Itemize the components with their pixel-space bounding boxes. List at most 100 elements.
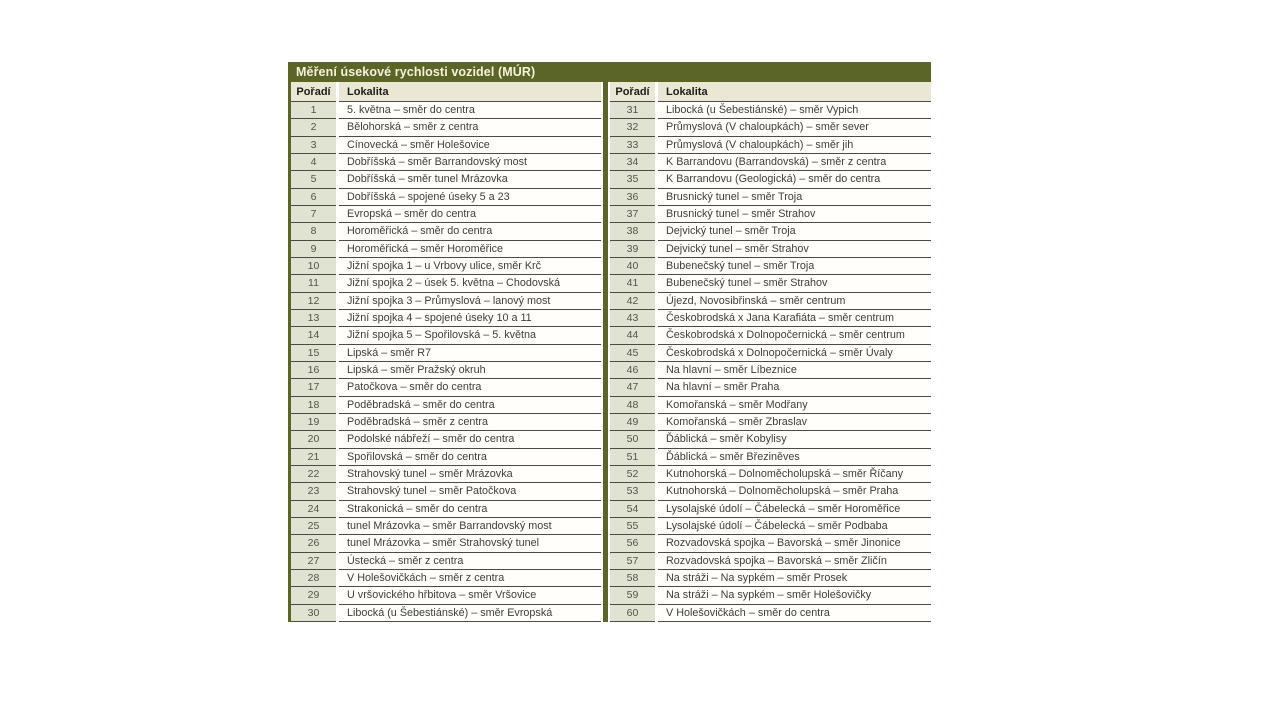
table-row: 12 Jižní spojka 3 – Průmyslová – lanový m… <box>291 292 601 310</box>
locality-cell: Jižní spojka 1 – u Vrbovy ulice, směr Kr… <box>339 257 601 276</box>
table-row: 35 K Barrandovu (Geologická) – směr do ce… <box>610 171 931 189</box>
table-row: 46 Na hlavní – směr Líbeznice <box>610 361 931 380</box>
table-row: 59 Na stráži – Na sypkém – směr Holešovič… <box>610 587 931 605</box>
locality-cell: Strakonická – směr do centra <box>339 500 601 518</box>
locality-cell: Patočkova – směr do centra <box>339 379 601 397</box>
order-cell: 57 <box>610 552 655 570</box>
locality-cell: K Barrandovu (Barrandovská) – směr z cen… <box>658 153 931 172</box>
order-cell: 56 <box>610 535 655 553</box>
column-header-locality: Lokalita <box>339 82 601 102</box>
column-header-order: Pořadí <box>291 82 336 102</box>
order-cell: 38 <box>610 223 655 241</box>
order-cell: 48 <box>610 396 655 414</box>
order-cell: 47 <box>610 379 655 397</box>
table-row: 2 Bělohorská – směr z centra <box>291 119 601 137</box>
order-cell: 40 <box>610 257 655 276</box>
table-row: 22 Strahovský tunel – směr Mrázovka <box>291 465 601 484</box>
order-cell: 23 <box>291 483 336 501</box>
table-row: 29 U vršovického hřbitova – směr Vršovice <box>291 587 601 605</box>
order-cell: 6 <box>291 188 336 206</box>
locality-cell: Strahovský tunel – směr Mrázovka <box>339 465 601 484</box>
table-row: 55 Lysolajské údolí – Čábelecká – směr Po… <box>610 517 931 536</box>
order-cell: 16 <box>291 361 336 380</box>
locality-cell: 5. května – směr do centra <box>339 102 601 120</box>
order-cell: 7 <box>291 205 336 224</box>
header-row: Pořadí Lokalita <box>291 82 601 102</box>
locality-cell: Jižní spojka 4 – spojené úseky 10 a 11 <box>339 309 601 328</box>
order-cell: 43 <box>610 309 655 328</box>
speed-measurement-table: Měření úsekové rychlosti vozidel (MÚR) P… <box>288 62 931 622</box>
order-cell: 37 <box>610 205 655 224</box>
table-row: 60 V Holešovičkách – směr do centra <box>610 604 931 622</box>
table-row: 14 Jižní spojka 5 – Spořilovská – 5. květ… <box>291 327 601 345</box>
table-row: 50 Ďáblická – směr Kobylisy <box>610 431 931 449</box>
locality-cell: Na stráži – Na sypkém – směr Prosek <box>658 569 931 588</box>
table-row: 43 Českobrodská x Jana Karafiáta – směr c… <box>610 309 931 328</box>
locality-cell: Na hlavní – směr Praha <box>658 379 931 397</box>
locality-cell: Na stráži – Na sypkém – směr Holešovičky <box>658 587 931 605</box>
rows-left: 1 5. května – směr do centra 2 Bělohorská –… <box>291 102 601 622</box>
order-cell: 12 <box>291 292 336 310</box>
locality-cell: Dobříšská – směr Barrandovský most <box>339 153 601 172</box>
table-row: 1 5. května – směr do centra <box>291 102 601 120</box>
order-cell: 13 <box>291 309 336 328</box>
table-row: 38 Dejvický tunel – směr Troja <box>610 223 931 241</box>
locality-cell: Dejvický tunel – směr Strahov <box>658 240 931 258</box>
middle-divider <box>603 82 608 622</box>
locality-cell: Na hlavní – směr Líbeznice <box>658 361 931 380</box>
table-row: 32 Průmyslová (V chaloupkách) – směr seve… <box>610 119 931 137</box>
table-row: 30 Libocká (u Šebestiánské) – směr Evrops… <box>291 604 601 622</box>
table-row: 57 Rozvadovská spojka – Bavorská – směr Z… <box>610 552 931 570</box>
order-cell: 44 <box>610 327 655 345</box>
table-row: 16 Lipská – směr Pražský okruh <box>291 361 601 380</box>
locality-cell: Lysolajské údolí – Čábelecká – směr Podb… <box>658 517 931 536</box>
locality-cell: Dobříšská – spojené úseky 5 a 23 <box>339 188 601 206</box>
order-cell: 14 <box>291 327 336 345</box>
table-row: 47 Na hlavní – směr Praha <box>610 379 931 397</box>
table-row: 31 Libocká (u Šebestiánské) – směr Vypich <box>610 102 931 120</box>
order-cell: 5 <box>291 171 336 189</box>
table-row: 7 Evropská – směr do centra <box>291 205 601 224</box>
locality-cell: Evropská – směr do centra <box>339 205 601 224</box>
table-row: 20 Podolské nábřeží – směr do centra <box>291 431 601 449</box>
table-row: 21 Spořilovská – směr do centra <box>291 448 601 466</box>
locality-cell: Spořilovská – směr do centra <box>339 448 601 466</box>
locality-cell: Cínovecká – směr Holešovice <box>339 136 601 154</box>
order-cell: 18 <box>291 396 336 414</box>
table-row: 9 Horoměřická – směr Horoměřice <box>291 240 601 258</box>
locality-cell: Bubenečský tunel – směr Troja <box>658 257 931 276</box>
order-cell: 35 <box>610 171 655 189</box>
left-edge-border <box>288 82 291 622</box>
header-row: Pořadí Lokalita <box>610 82 931 102</box>
order-cell: 10 <box>291 257 336 276</box>
order-cell: 21 <box>291 448 336 466</box>
table-row: 24 Strakonická – směr do centra <box>291 500 601 518</box>
order-cell: 50 <box>610 431 655 449</box>
locality-cell: V Holešovičkách – směr do centra <box>658 604 931 622</box>
order-cell: 17 <box>291 379 336 397</box>
locality-cell: Dejvický tunel – směr Troja <box>658 223 931 241</box>
table-row: 36 Brusnický tunel – směr Troja <box>610 188 931 206</box>
locality-cell: Komořanská – směr Modřany <box>658 396 931 414</box>
table-row: 18 Poděbradská – směr do centra <box>291 396 601 414</box>
locality-cell: Lysolajské údolí – Čábelecká – směr Horo… <box>658 500 931 518</box>
locality-cell: tunel Mrázovka – směr Barrandovský most <box>339 517 601 536</box>
order-cell: 53 <box>610 483 655 501</box>
table-row: 58 Na stráži – Na sypkém – směr Prosek <box>610 569 931 588</box>
table-row: 37 Brusnický tunel – směr Strahov <box>610 205 931 224</box>
order-cell: 8 <box>291 223 336 241</box>
table-row: 34 K Barrandovu (Barrandovská) – směr z c… <box>610 153 931 172</box>
table-row: 51 Ďáblická – směr Březiněves <box>610 448 931 466</box>
table-row: 33 Průmyslová (V chaloupkách) – směr jih <box>610 136 931 154</box>
order-cell: 20 <box>291 431 336 449</box>
locality-cell: Libocká (u Šebestiánské) – směr Evropská <box>339 604 601 622</box>
locality-cell: Horoměřická – směr Horoměřice <box>339 240 601 258</box>
order-cell: 28 <box>291 569 336 588</box>
column-header-locality: Lokalita <box>658 82 931 102</box>
table-title: Měření úsekové rychlosti vozidel (MÚR) <box>288 62 931 82</box>
order-cell: 32 <box>610 119 655 137</box>
table-left-half: Pořadí Lokalita 1 5. května – směr do cen… <box>291 82 601 622</box>
order-cell: 60 <box>610 604 655 622</box>
locality-cell: Dobříšská – směr tunel Mrázovka <box>339 171 601 189</box>
table-row: 53 Kutnohorská – Dolnoměcholupská – směr … <box>610 483 931 501</box>
